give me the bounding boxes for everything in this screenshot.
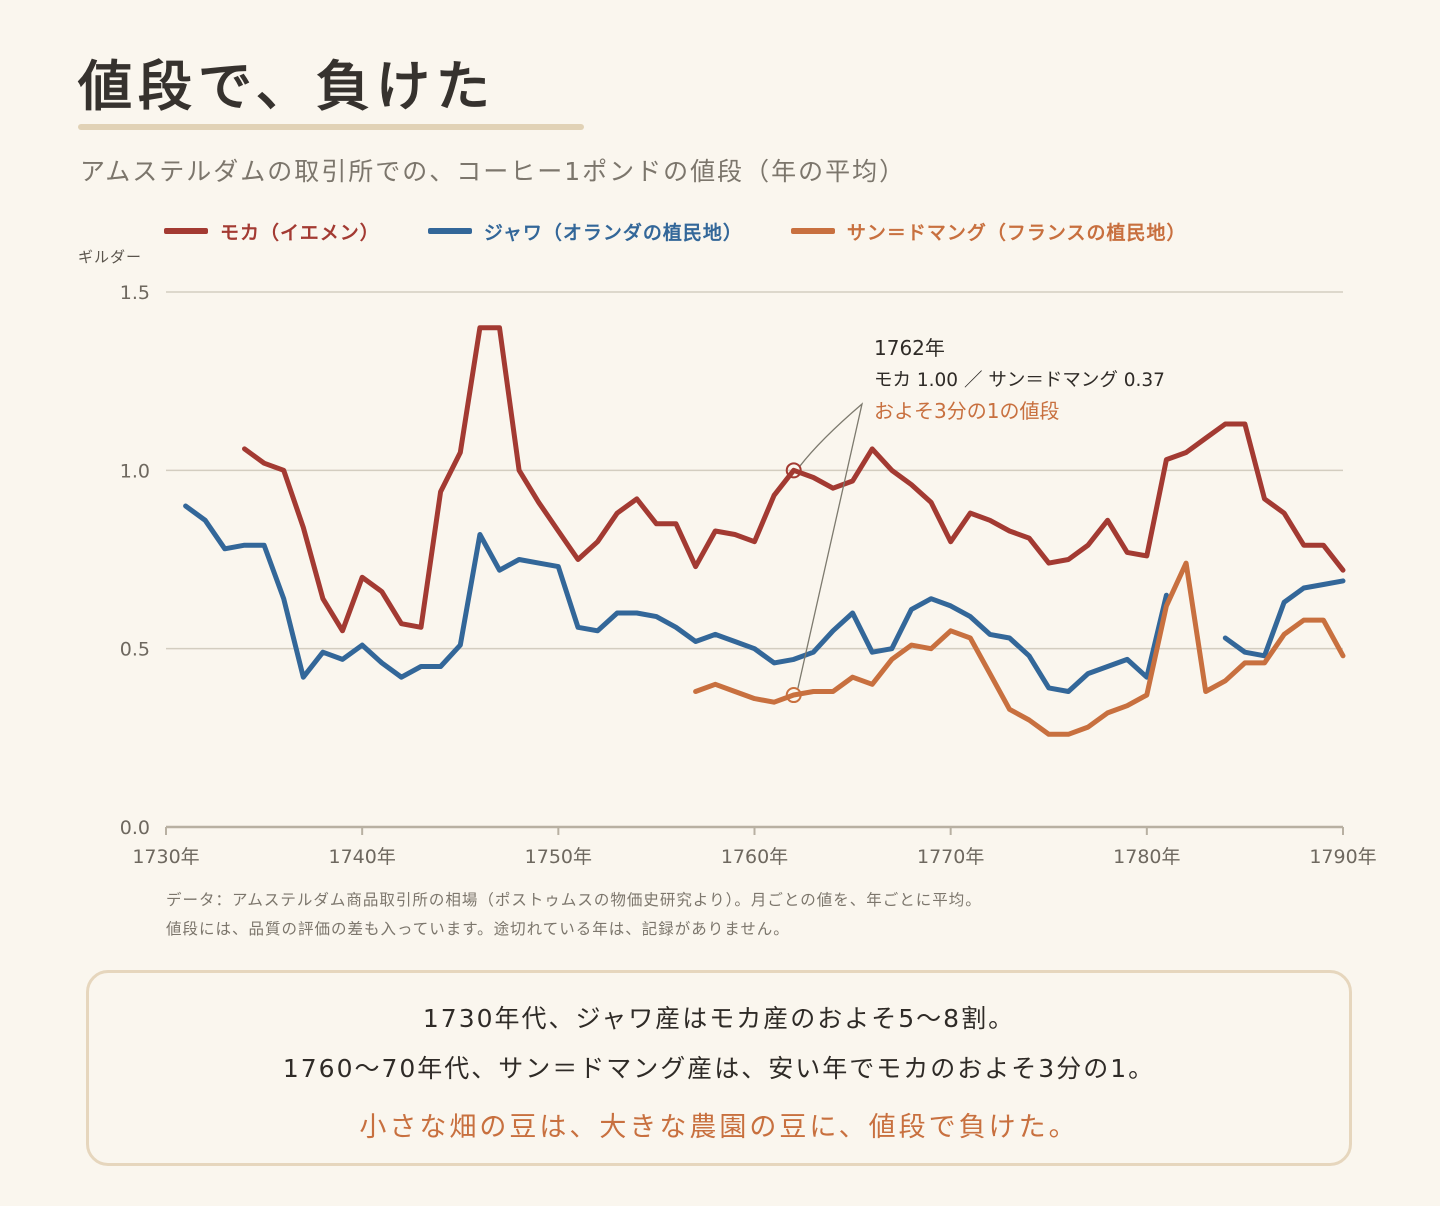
x-tick-label: 1750年 — [525, 846, 592, 868]
note-line-2: 値段には、品質の評価の差も入っています。途切れている年は、記録がありません。 — [166, 920, 790, 938]
legend-label-mocha: モカ（イエメン） — [220, 221, 380, 244]
price-line-chart: 0.0 0.5 1.0 1.5 1730年 1740年 1750年 1760年 1770年 178… — [120, 282, 1377, 868]
annotation-year: 1762年 — [874, 336, 945, 360]
chart-legend: モカ（イエメン） ジャワ（オランダの植民地） サン＝ドマング（フランスの植民地） — [164, 216, 1235, 246]
summary-conclusion: 小さな畑の豆は、大きな農園の豆に、値段で負けた。 — [359, 1112, 1079, 1143]
legend-label-saint-domingue: サン＝ドマング（フランスの植民地） — [846, 221, 1187, 244]
data-source-note: データ：アムステルダム商品取引所の相場（ポストゥムスの物価史研究より）。月ごとの… — [166, 886, 982, 944]
annotation-values: モカ 1.00 ／ サン＝ドマング 0.37 — [874, 370, 1165, 391]
y-axis-unit-label: ギルダー — [78, 248, 143, 266]
page-title: 値段で、負けた — [78, 55, 496, 118]
legend-swatch-mocha — [164, 228, 208, 234]
y-tick-label: 0.5 — [120, 639, 150, 661]
legend-swatch-saint-domingue — [790, 228, 835, 234]
legend-label-java: ジャワ（オランダの植民地） — [483, 221, 743, 244]
annotation-marker-mocha — [785, 462, 802, 479]
summary-line-1: 1730年代、ジャワ産はモカ産のおよそ5〜8割。 — [422, 1004, 1016, 1033]
chart-subtitle: アムステルダムの取引所での、コーヒー1ポンドの値段（年の平均） — [80, 157, 907, 186]
legend-item-java: ジャワ（オランダの植民地） — [427, 218, 743, 245]
x-tick-label: 1790年 — [1309, 846, 1376, 868]
series-line-mocha — [242, 325, 1346, 634]
series-line-saint-domingue — [693, 560, 1346, 737]
y-tick-label: 0.0 — [120, 817, 150, 839]
summary-box: 1730年代、ジャワ産はモカ産のおよそ5〜8割。 1760〜70年代、サン＝ドマ… — [86, 970, 1352, 1166]
y-tick-label: 1.0 — [120, 460, 150, 482]
series-lines — [183, 325, 1346, 737]
annotation-leader-line — [797, 402, 864, 690]
legend-swatch-java — [427, 228, 472, 234]
x-tick-label: 1760年 — [721, 846, 788, 868]
x-tick-label: 1770年 — [917, 846, 984, 868]
title-underline — [78, 124, 584, 130]
y-tick-label: 1.5 — [120, 282, 150, 304]
legend-item-mocha: モカ（イエメン） — [164, 218, 380, 245]
axes: 0.0 0.5 1.0 1.5 1730年 1740年 1750年 1760年 1770年 178… — [120, 282, 1377, 868]
annotation-conclusion: およそ3分の1の値段 — [874, 399, 1059, 423]
x-tick-label: 1780年 — [1113, 846, 1180, 868]
annotation-marker-saint-domingue — [785, 687, 802, 704]
legend-item-saint-domingue: サン＝ドマング（フランスの植民地） — [790, 218, 1187, 245]
x-tick-label: 1730年 — [132, 846, 199, 868]
series-line-java — [183, 503, 1346, 694]
x-tick-label: 1740年 — [328, 846, 395, 868]
summary-line-2: 1760〜70年代、サン＝ドマング産は、安い年でモカのおよそ3分の1。 — [282, 1054, 1156, 1083]
note-line-1: データ：アムステルダム商品取引所の相場（ポストゥムスの物価史研究より）。月ごとの… — [166, 891, 982, 909]
